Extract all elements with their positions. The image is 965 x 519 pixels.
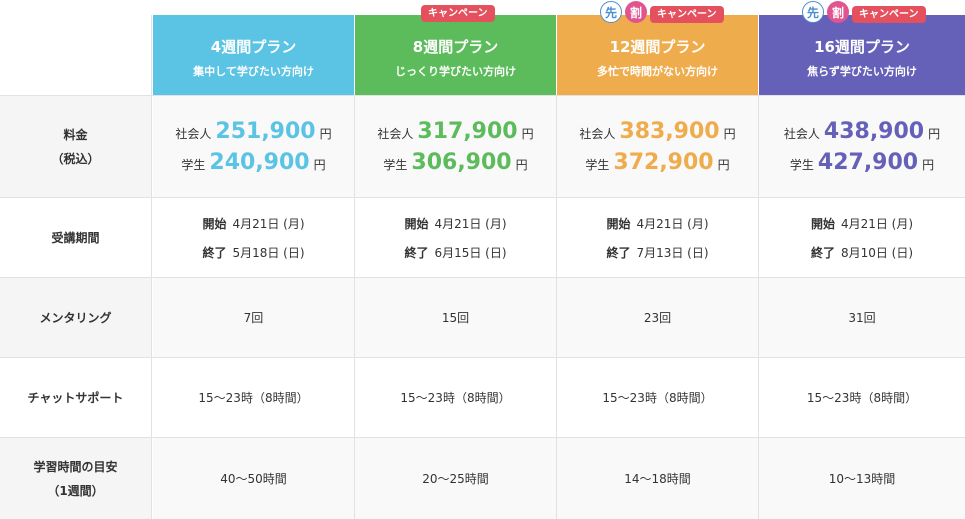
worker-price: 社会人 438,900 円 bbox=[783, 118, 941, 144]
early-bird-wari-icon: 割 bbox=[625, 1, 647, 23]
plan-header-4weeks: 4週間プラン 集中して学びたい方向け bbox=[153, 15, 354, 95]
plan-name: 12週間プラン bbox=[609, 38, 706, 56]
campaign-badge: キャンペーン bbox=[650, 5, 724, 23]
end-date: 終了 5月18日 (日) bbox=[202, 245, 305, 260]
fee-cell-4weeks: 社会人 251,900 円 学生 240,900 円 bbox=[153, 96, 355, 197]
campaign-badge: キャンペーン bbox=[852, 5, 926, 23]
plan-subtitle: じっくり学びたい方向け bbox=[395, 65, 516, 78]
period-label: 受講期間 bbox=[0, 198, 152, 277]
study-cell-16weeks: 10〜13時間 bbox=[759, 438, 965, 519]
chat-cell-4weeks: 15〜23時（8時間） bbox=[153, 358, 355, 437]
period-row: 受講期間 開始 4月21日 (月) 終了 5月18日 (日) 開始 4月21日 (月)… bbox=[0, 198, 965, 278]
mentoring-cell-4weeks: 7回 bbox=[153, 278, 355, 357]
study-cell-8weeks: 20〜25時間 bbox=[355, 438, 557, 519]
campaign-badge: キャンペーン bbox=[421, 5, 495, 22]
early-bird-saki-icon: 先 bbox=[802, 1, 824, 23]
start-date: 開始 4月21日 (月) bbox=[202, 216, 305, 231]
start-date: 開始 4月21日 (月) bbox=[404, 216, 507, 231]
student-price: 学生 372,900 円 bbox=[585, 149, 730, 175]
end-date: 終了 6月15日 (日) bbox=[404, 245, 507, 260]
plan-name: 4週間プラン bbox=[210, 38, 297, 56]
worker-price: 社会人 383,900 円 bbox=[579, 118, 736, 144]
plan-name: 8週間プラン bbox=[412, 38, 499, 56]
early-bird-saki-icon: 先 bbox=[600, 1, 622, 23]
mentoring-cell-12weeks: 23回 bbox=[557, 278, 759, 357]
period-cell-4weeks: 開始 4月21日 (月) 終了 5月18日 (日) bbox=[153, 198, 355, 277]
worker-price: 社会人 317,900 円 bbox=[377, 118, 534, 144]
mentoring-cell-16weeks: 31回 bbox=[759, 278, 965, 357]
study-time-row: 学習時間の目安 （1週間） 40〜50時間 20〜25時間 14〜18時間 10〜… bbox=[0, 438, 965, 519]
fee-label: 料金 （税込） bbox=[0, 96, 152, 197]
fee-cell-16weeks: 社会人 438,900 円 学生 427,900 円 bbox=[759, 96, 965, 197]
plan-header-12weeks: 先 割 キャンペーン 12週間プラン 多忙で時間がない方向け bbox=[557, 1, 758, 95]
badges: 先 割 キャンペーン bbox=[600, 1, 724, 23]
chat-support-label: チャットサポート bbox=[0, 358, 152, 437]
badges: 先 割 キャンペーン bbox=[802, 1, 926, 23]
end-date: 終了 7月13日 (日) bbox=[606, 245, 709, 260]
period-cell-8weeks: 開始 4月21日 (月) 終了 6月15日 (日) bbox=[355, 198, 557, 277]
student-price: 学生 427,900 円 bbox=[789, 149, 935, 175]
period-cell-16weeks: 開始 4月21日 (月) 終了 8月10日 (日) bbox=[759, 198, 965, 277]
plan-header-8weeks: キャンペーン 8週間プラン じっくり学びたい方向け bbox=[355, 5, 556, 95]
plan-subtitle: 多忙で時間がない方向け bbox=[597, 65, 718, 78]
mentoring-cell-8weeks: 15回 bbox=[355, 278, 557, 357]
end-date: 終了 8月10日 (日) bbox=[810, 245, 914, 260]
plan-subtitle: 集中して学びたい方向け bbox=[193, 65, 314, 78]
badges: キャンペーン bbox=[421, 5, 495, 22]
plan-header-16weeks: 先 割 キャンペーン 16週間プラン 焦らず学びたい方向け bbox=[759, 1, 965, 95]
study-time-label: 学習時間の目安 （1週間） bbox=[0, 438, 152, 519]
study-cell-4weeks: 40〜50時間 bbox=[153, 438, 355, 519]
header-empty-cell bbox=[0, 15, 152, 95]
start-date: 開始 4月21日 (月) bbox=[606, 216, 709, 231]
plan-subtitle: 焦らず学びたい方向け bbox=[807, 65, 917, 78]
fee-cell-8weeks: 社会人 317,900 円 学生 306,900 円 bbox=[355, 96, 557, 197]
start-date: 開始 4月21日 (月) bbox=[810, 216, 914, 231]
fee-cell-12weeks: 社会人 383,900 円 学生 372,900 円 bbox=[557, 96, 759, 197]
chat-cell-8weeks: 15〜23時（8時間） bbox=[355, 358, 557, 437]
worker-price: 社会人 251,900 円 bbox=[175, 118, 332, 144]
period-cell-12weeks: 開始 4月21日 (月) 終了 7月13日 (日) bbox=[557, 198, 759, 277]
chat-cell-12weeks: 15〜23時（8時間） bbox=[557, 358, 759, 437]
student-price: 学生 240,900 円 bbox=[181, 149, 326, 175]
chat-cell-16weeks: 15〜23時（8時間） bbox=[806, 391, 918, 405]
mentoring-label: メンタリング bbox=[0, 278, 152, 357]
fee-row: 料金 （税込） 社会人 251,900 円 学生 240,900 円 社会人 317,900… bbox=[0, 95, 965, 198]
early-bird-wari-icon: 割 bbox=[827, 1, 849, 23]
study-cell-12weeks: 14〜18時間 bbox=[557, 438, 759, 519]
plan-name: 16週間プラン bbox=[814, 38, 910, 56]
mentoring-row: メンタリング 7回 15回 23回 31回 bbox=[0, 278, 965, 358]
student-price: 学生 306,900 円 bbox=[383, 149, 528, 175]
chat-support-row: チャットサポート 15〜23時（8時間） 15〜23時（8時間） 15〜23時（… bbox=[0, 358, 965, 438]
